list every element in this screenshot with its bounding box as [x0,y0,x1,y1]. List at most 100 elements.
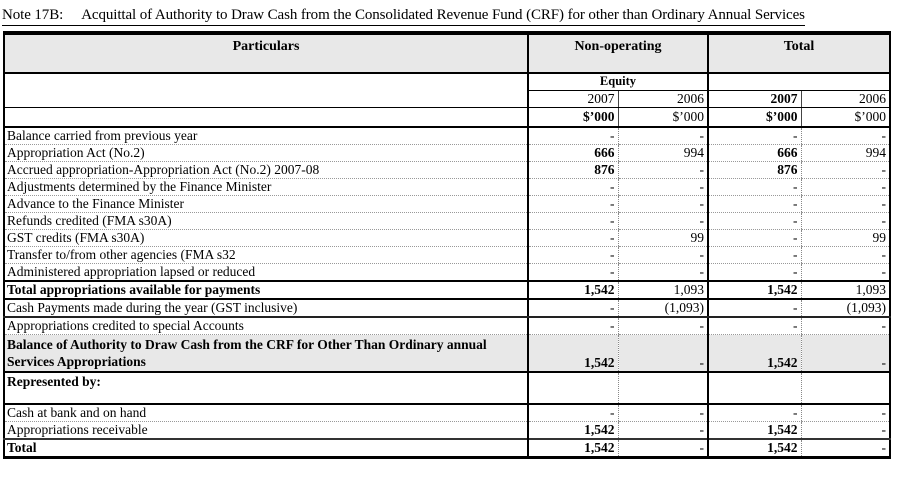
cell-value: 1,093 [617,279,708,300]
cell-value: - [707,263,801,281]
unit-header: $’000 [800,107,891,128]
cell-value: - [527,212,618,230]
year-header-row: 2007 2006 2007 2006 [4,90,891,108]
table-row: Cash Payments made during the year (GST … [4,298,891,318]
table-row: Total 1,542-1,542- [4,437,891,458]
year-header: 2007 [707,90,801,108]
cell-value [527,371,618,405]
row-label: Advance to the Finance Minister [4,195,528,213]
cell-value: 666 [527,144,618,162]
row-label: Balance carried from previous year [4,126,528,145]
table-row: Adjustments determined by the Finance Mi… [4,178,891,196]
row-label: Adjustments determined by the Finance Mi… [4,178,528,196]
row-label: Appropriations credited to special Accou… [4,316,528,335]
cell-value: - [527,126,618,145]
table-row: GST credits (FMA s30A) -99-99 [4,229,891,247]
note-title: Note 17B: Acquittal of Authority to Draw … [2,6,805,26]
cell-value: 1,542 [707,334,801,373]
cell-value: 994 [800,144,891,162]
row-label: Administered appropriation lapsed or red… [4,263,528,281]
cell-value [800,371,891,405]
cell-value: - [800,161,891,179]
cell-value: - [617,403,708,422]
table-row: Appropriation Act (No.2) 666 994 666 994 [4,144,891,162]
cell-value: 1,542 [527,334,618,373]
equity-subheader-row: Equity [4,73,891,108]
cell-value: - [707,126,801,145]
cell-value: 1,093 [800,279,891,300]
cell-value: - [527,229,618,247]
table-row: Administered appropriation lapsed or red… [4,263,891,281]
row-label: Accrued appropriation-Appropriation Act … [4,161,528,179]
cell-value: - [800,263,891,281]
year-header: 2006 [617,90,708,108]
blank-cell [4,73,528,108]
cell-value: - [800,126,891,145]
cell-value: 1,542 [707,279,801,300]
cell-value: (1,093) [617,298,708,318]
cell-value: - [707,246,801,264]
cell-value: 876 [527,161,618,179]
cell-value: 994 [617,144,708,162]
note-id: Note 17B: [2,7,64,23]
cell-value: 99 [617,229,708,247]
table-row: Transfer to/from other agencies (FMA s32… [4,246,891,264]
cell-value: - [527,298,618,318]
row-label: Transfer to/from other agencies (FMA s32 [4,246,528,264]
cell-value: 1,542 [707,421,801,439]
year-header: 2007 [527,90,618,108]
cell-value: (1,093) [800,298,891,318]
table-row: Advance to the Finance Minister - - - - [4,195,891,213]
table-row: Accrued appropriation-Appropriation Act … [4,161,891,179]
cell-value: 666 [707,144,801,162]
cell-value: - [527,195,618,213]
cell-value [707,371,801,405]
row-label: Appropriations receivable [4,421,528,439]
cell-value: - [707,298,801,318]
cell-value: 1,542 [527,421,618,439]
cell-value: - [617,334,708,373]
year-header: 2006 [800,90,891,108]
cell-value: 99 [800,229,891,247]
row-label: GST credits (FMA s30A) [4,229,528,247]
row-label: Total [4,437,528,458]
unit-header: $’000 [527,107,618,128]
cell-value: - [527,263,618,281]
row-label: Represented by: [4,371,528,405]
table-row: Balance of Authority to Draw Cash from t… [4,334,891,373]
table-row: Appropriations credited to special Accou… [4,316,891,335]
row-label: Total appropriations available for payme… [4,279,528,300]
table-row: Appropriations receivable 1,542-1,542- [4,421,891,439]
row-label: Cash Payments made during the year (GST … [4,298,528,318]
cell-value: - [617,161,708,179]
table-header-row: Particulars Non-operating Total [4,33,891,74]
cell-value: - [800,246,891,264]
col-header-total: Total [706,33,891,74]
cell-value: - [707,229,801,247]
cell-value: - [617,263,708,281]
cell-value: - [617,246,708,264]
cell-value: - [800,178,891,196]
unit-header: $’000 [617,107,708,128]
cell-value: - [527,246,618,264]
cell-value: - [527,316,618,335]
acquittal-table: Particulars Non-operating Total Equity 2… [3,31,892,459]
cell-value: - [707,178,801,196]
cell-value: 876 [707,161,801,179]
cell-value: - [617,178,708,196]
row-label: Balance of Authority to Draw Cash from t… [4,334,528,373]
col-header-particulars: Particulars [4,33,528,74]
cell-value: - [800,212,891,230]
cell-value: - [617,126,708,145]
cell-value: - [527,403,618,422]
table-row: Refunds credited (FMA s30A) - - - - [4,212,891,230]
cell-value: - [800,334,891,373]
cell-value: 1,542 [707,437,801,458]
table-body: Balance carried from previous year - - - - Ap… [4,126,891,458]
cell-value: - [800,195,891,213]
cell-value: - [617,316,708,335]
cell-value: - [800,437,891,458]
row-label: Refunds credited (FMA s30A) [4,212,528,230]
blank-cell [4,107,528,128]
